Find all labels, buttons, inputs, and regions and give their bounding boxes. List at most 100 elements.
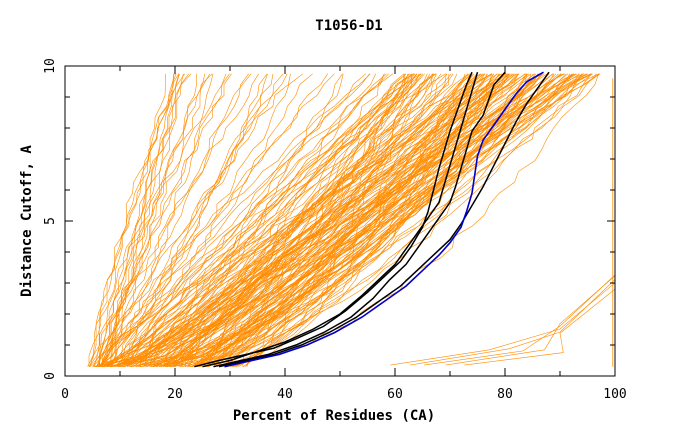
model-curve	[110, 73, 184, 367]
highlight-curve-3	[218, 71, 550, 368]
model-curve	[96, 73, 434, 367]
model-curve	[99, 73, 232, 367]
model-curve	[156, 73, 493, 367]
model-curve	[245, 73, 428, 367]
model-curve	[142, 73, 377, 367]
model-curve	[99, 73, 268, 367]
model-curve	[227, 73, 473, 367]
model-curve	[165, 73, 466, 367]
model-curve	[114, 73, 414, 367]
model-curve	[135, 73, 488, 367]
model-curve	[156, 73, 543, 367]
tick-labels: 0 20 40 60 80 100 0 5 10	[43, 58, 627, 402]
x-axis-title: Percent of Residues (CA)	[233, 408, 435, 424]
model-curve	[149, 73, 492, 367]
model-curve	[106, 73, 252, 367]
model-curve	[166, 73, 511, 367]
x-tick-label: 60	[387, 387, 403, 402]
model-curve	[103, 73, 274, 367]
model-curve	[93, 73, 418, 367]
model-curve	[102, 73, 532, 367]
model-curve	[135, 73, 407, 367]
model-curve	[235, 73, 508, 367]
model-curve	[97, 73, 526, 367]
x-tick-label: 80	[497, 387, 513, 402]
model-curve	[235, 73, 575, 367]
y-tick-label: 5	[43, 217, 58, 225]
model-curve	[178, 73, 458, 367]
model-curve	[173, 73, 527, 367]
model-curve	[97, 73, 303, 367]
model-curve	[104, 73, 554, 367]
model-curve	[138, 73, 414, 367]
model-curve	[96, 73, 227, 367]
model-curve	[424, 274, 616, 366]
model-curve	[99, 73, 213, 367]
model-curve	[100, 73, 385, 367]
model-curve	[153, 73, 478, 367]
model-curve	[117, 73, 409, 367]
model-curve	[220, 73, 592, 367]
model-curve	[109, 73, 214, 367]
model-curve	[409, 279, 616, 366]
model-curve	[445, 275, 616, 366]
model-curve	[390, 282, 616, 366]
model-curve	[92, 73, 291, 367]
x-tick-label: 20	[167, 387, 183, 402]
model-curve	[225, 73, 564, 367]
model-curve	[191, 73, 592, 367]
model-curve	[88, 73, 175, 367]
y-tick-label: 10	[43, 58, 58, 74]
y-axis-title: Distance Cutoff, A	[19, 145, 35, 297]
model-curve	[106, 73, 192, 367]
model-curve	[145, 73, 343, 367]
model-curve	[172, 73, 418, 367]
model-curve	[93, 73, 174, 367]
model-curve	[195, 73, 420, 367]
model-curve	[130, 73, 415, 367]
axis-ticks	[64, 65, 616, 377]
model-curve	[198, 73, 448, 367]
x-tick-label: 0	[61, 387, 69, 402]
model-curve	[130, 73, 370, 367]
model-curve	[119, 73, 385, 367]
model-curve	[218, 73, 532, 367]
model-curve	[163, 73, 509, 367]
model-curve	[107, 73, 437, 367]
model-curve	[89, 73, 230, 367]
model-curve	[87, 73, 211, 367]
model-curve	[92, 73, 259, 367]
x-tick-label: 100	[603, 387, 626, 402]
highlight-curve-2	[213, 71, 506, 368]
model-curve	[464, 288, 616, 366]
model-curve	[115, 73, 313, 367]
model-curve	[151, 73, 575, 367]
model-curve	[88, 73, 180, 367]
model-curve	[109, 73, 180, 367]
model-curve	[121, 73, 407, 367]
model-curve	[98, 73, 328, 367]
model-curve	[113, 73, 548, 367]
model-curve	[207, 73, 510, 367]
x-tick-label: 40	[277, 387, 293, 402]
model-curve	[123, 73, 417, 367]
model-curve	[131, 73, 344, 367]
highlight-curve-0	[194, 71, 473, 368]
model-curve	[138, 73, 425, 367]
model-curve	[124, 73, 504, 367]
model-curve	[181, 73, 409, 367]
model-curve	[117, 73, 481, 367]
y-tick-label: 0	[43, 372, 58, 380]
model-curve	[96, 73, 371, 367]
model-curve	[130, 73, 562, 367]
highlighted-curves	[194, 71, 550, 368]
model-curve	[120, 73, 394, 367]
model-curve	[106, 73, 387, 367]
model-curve	[204, 73, 576, 367]
model-curve	[89, 73, 197, 367]
model-curve	[146, 73, 565, 367]
model-curve	[180, 73, 518, 367]
model-curve	[109, 73, 422, 367]
chart-title: T1056-D1	[315, 18, 382, 34]
